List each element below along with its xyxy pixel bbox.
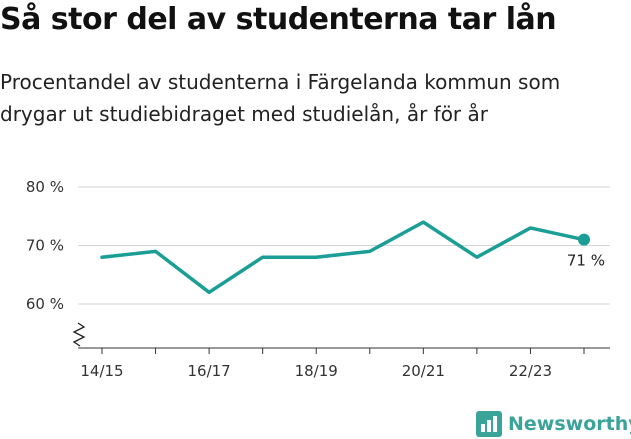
chart-title: Så stor del av studenterna tar lån xyxy=(0,2,557,37)
brand-name: Newsworthy xyxy=(508,413,631,435)
x-tick-label: 18/19 xyxy=(295,362,338,380)
newsworthy-brand: Newsworthy xyxy=(476,409,631,439)
y-tick-label: 60 % xyxy=(26,295,64,313)
x-tick-label: 16/17 xyxy=(187,362,230,380)
x-tick-label: 22/23 xyxy=(509,362,552,380)
y-tick-label: 80 % xyxy=(26,178,64,196)
chart-subtitle: Procentandel av studenterna i Färgelanda… xyxy=(0,70,561,126)
end-point xyxy=(578,233,590,246)
y-tick-label: 70 % xyxy=(26,237,64,255)
line-chart: 60 % 70 % 80 % 14/15 16/17 18/19 20/21 22/23 7… xyxy=(26,178,610,380)
axis-break-mark xyxy=(72,322,86,347)
x-tick-label: 14/15 xyxy=(80,362,123,380)
bar-chart-logo-icon xyxy=(476,411,502,437)
series-line xyxy=(100,220,586,295)
x-tick-label: 20/21 xyxy=(402,362,445,380)
end-value-label: 71 % xyxy=(567,252,605,270)
